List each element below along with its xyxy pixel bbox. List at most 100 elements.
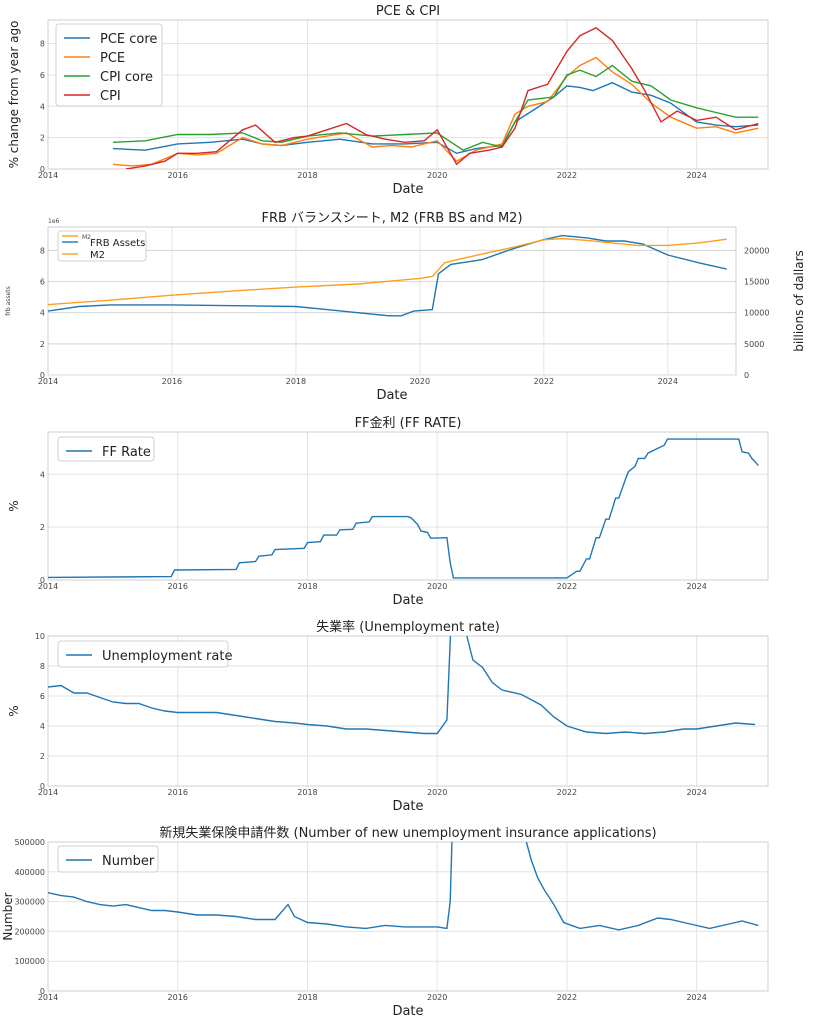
x-tick-label: 2024 xyxy=(658,377,678,386)
y-tick-label: 6 xyxy=(40,71,45,80)
x-tick-label: 2014 xyxy=(38,377,58,386)
x-tick-label: 2014 xyxy=(38,582,58,591)
x-tick-label: 2014 xyxy=(38,993,58,1002)
y-tick-label: 0 xyxy=(40,782,45,791)
y-tick-label: 6 xyxy=(40,278,45,287)
x-tick-label: 2018 xyxy=(297,171,317,180)
chart-title: 失業率 (Unemployment rate) xyxy=(316,619,500,635)
x-tick-label: 2014 xyxy=(38,171,58,180)
y-axis-label: frb assets xyxy=(5,286,12,315)
legend-box xyxy=(57,230,147,262)
x-tick-label: 2020 xyxy=(427,171,447,180)
y-tick-label: 0 xyxy=(40,576,45,585)
series-line-ff-rate xyxy=(48,438,759,579)
x-tick-label: 2022 xyxy=(557,993,577,1002)
x-tick-label: 2018 xyxy=(297,788,317,797)
chart-3: 0 2 4 2014 2016 2018 2020 2022 2024 FF金利 (FF RATE… xyxy=(7,415,769,608)
legend: PCE core PCE CPI core CPI xyxy=(55,23,163,107)
y2-tick-label: 10000 xyxy=(744,309,769,318)
y-tick-label: 8 xyxy=(40,40,45,49)
x-tick-label: 2020 xyxy=(427,993,447,1002)
series-line-unemployment-rate xyxy=(48,636,756,735)
legend-box xyxy=(57,436,155,462)
legend-label: M2 xyxy=(90,250,105,261)
y-axis-label: % xyxy=(7,500,21,511)
y-tick-label: 6 xyxy=(40,692,45,701)
x-tick-label: 2014 xyxy=(38,788,58,797)
y-axis-label: % xyxy=(7,705,21,716)
legend-label: PCE xyxy=(100,51,125,66)
y2-axis-label: billions of dallars xyxy=(792,250,806,352)
legend-label: Number xyxy=(102,854,155,869)
x-tick-label: 2018 xyxy=(297,993,317,1002)
x-axis-label: Date xyxy=(376,388,407,403)
x-tick-label: 2024 xyxy=(686,788,706,797)
x-tick-label: 2022 xyxy=(534,377,554,386)
x-tick-label: 2020 xyxy=(427,582,447,591)
y-tick-label: 2 xyxy=(40,134,45,143)
y-tick-label: 2 xyxy=(40,752,45,761)
legend: FF Rate xyxy=(57,436,155,462)
series-line-m2 xyxy=(48,237,727,306)
legend-label: FF Rate xyxy=(102,445,151,460)
legend-label: PCE core xyxy=(100,32,157,47)
chart-title: FRB バランスシート, M2 (FRB BS and M2) xyxy=(261,211,522,226)
plot-frame xyxy=(47,19,769,170)
series-line-number xyxy=(48,842,759,931)
legend-label: M2 xyxy=(82,234,91,241)
legend-label: CPI core xyxy=(100,70,153,85)
legend-label: CPI xyxy=(100,89,121,104)
y-tick-label: 4 xyxy=(40,722,45,731)
y-tick-label: 200000 xyxy=(14,927,45,936)
y-tick-label: 500000 xyxy=(14,838,45,847)
x-tick-label: 2016 xyxy=(168,788,188,797)
y-tick-label: 10 xyxy=(35,632,45,641)
chart-1: 0 2 4 6 8 2014 2016 2018 2020 2022 2024 PCE & CPI Da… xyxy=(7,4,769,197)
x-tick-label: 2018 xyxy=(297,582,317,591)
y2-tick-label: 15000 xyxy=(744,278,769,287)
y2-tick-label: 0 xyxy=(744,371,749,380)
x-axis-label: Date xyxy=(392,182,423,197)
y2-tick-label: 5000 xyxy=(744,340,764,349)
series-line-pce xyxy=(112,56,759,167)
chart-4: 0 2 4 6 8 10 2014 2016 2018 2020 2022 2024 失業率 (Unem… xyxy=(7,619,769,814)
y-tick-label: 100000 xyxy=(14,957,45,966)
x-tick-label: 2024 xyxy=(686,171,706,180)
y-tick-label: 4 xyxy=(40,102,45,111)
chart-title: FF金利 (FF RATE) xyxy=(355,415,462,431)
x-axis-label: Date xyxy=(392,1004,423,1019)
x-tick-label: 2018 xyxy=(286,377,306,386)
chart-title: PCE & CPI xyxy=(376,4,440,19)
x-axis-label: Date xyxy=(392,799,423,814)
x-tick-label: 2024 xyxy=(686,582,706,591)
chart-2: 0 2 4 6 8 2014 2016 2018 2020 2022 2024 0 5000 10000 1… xyxy=(5,211,806,403)
x-tick-label: 2022 xyxy=(557,171,577,180)
plot-frame xyxy=(47,635,769,787)
x-tick-label: 2022 xyxy=(557,788,577,797)
plot-frame xyxy=(47,841,769,992)
x-tick-label: 2016 xyxy=(168,582,188,591)
chart-5: 0 100000 200000 300000 400000 500000 2014 2016 2… xyxy=(1,825,769,1019)
y-axis-label: Number xyxy=(1,892,15,940)
legend-box xyxy=(55,23,163,107)
y-tick-label: 300000 xyxy=(14,898,45,907)
x-tick-label: 2016 xyxy=(168,993,188,1002)
plot-frame xyxy=(47,226,737,376)
y-tick-label: 8 xyxy=(40,246,45,255)
legend: Number xyxy=(57,845,159,873)
y-tick-label: 400000 xyxy=(14,868,45,877)
chart-title: 新規失業保険申請件数 (Number of new unemployment i… xyxy=(159,825,656,841)
x-axis-label: Date xyxy=(392,593,423,608)
y-tick-label: 2 xyxy=(40,523,45,532)
x-tick-label: 2016 xyxy=(168,171,188,180)
x-tick-label: 2020 xyxy=(427,788,447,797)
series-line-frb-assets xyxy=(48,234,727,317)
y-tick-label: 0 xyxy=(40,371,45,380)
legend: Unemployment rate xyxy=(57,640,232,668)
x-tick-label: 2022 xyxy=(557,582,577,591)
y-tick-label: 4 xyxy=(40,470,45,479)
x-tick-label: 2024 xyxy=(686,993,706,1002)
y-tick-label: 4 xyxy=(40,309,45,318)
